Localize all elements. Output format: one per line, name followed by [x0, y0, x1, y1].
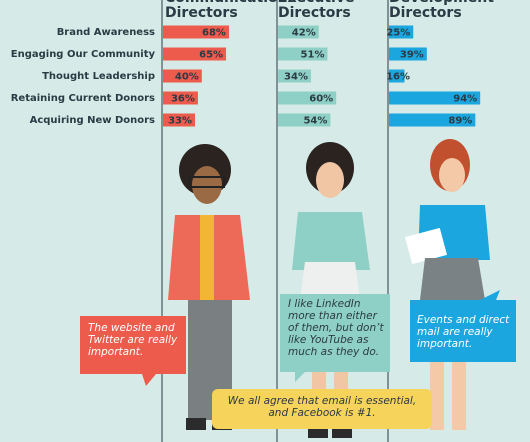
- illustration: [80, 139, 516, 438]
- bar: [278, 25, 319, 39]
- category-label: Acquiring New Donors: [30, 115, 155, 126]
- column-title: Executive Directors: [278, 0, 354, 21]
- category-label: Thought Leadership: [42, 71, 155, 82]
- bar: [389, 69, 405, 83]
- value-label: 89%: [448, 116, 472, 127]
- category-label: Brand Awareness: [57, 27, 155, 38]
- value-label: 68%: [202, 28, 226, 39]
- value-label: 39%: [400, 50, 424, 61]
- value-label: 42%: [292, 28, 316, 39]
- bar: [163, 69, 202, 83]
- bar: [278, 69, 311, 83]
- column-title: Development Directors: [389, 0, 494, 21]
- value-label: 60%: [309, 94, 333, 105]
- bar: [163, 91, 198, 105]
- speech-bubble: The website and Twitter are really impor…: [88, 322, 178, 358]
- bar: [278, 91, 337, 105]
- column-title: Communications Directors: [165, 0, 296, 21]
- value-label: 36%: [171, 94, 195, 105]
- bar: [278, 113, 331, 127]
- bar: [163, 47, 227, 61]
- bar: [278, 47, 328, 61]
- bar: [163, 113, 196, 127]
- bar: [389, 47, 427, 61]
- speech-bubble: I like LinkedIn more than either of them…: [288, 298, 384, 358]
- category-label: Retaining Current Donors: [11, 93, 155, 104]
- bar: [389, 25, 414, 39]
- value-label: 94%: [453, 94, 477, 105]
- bar: [389, 113, 476, 127]
- value-label: 54%: [303, 116, 327, 127]
- value-label: 65%: [199, 50, 223, 61]
- value-label: 34%: [284, 72, 308, 83]
- value-label: 40%: [175, 72, 199, 83]
- bar: [389, 91, 481, 105]
- category-label: Engaging Our Community: [11, 49, 156, 60]
- speech-bubble: Events and direct mail are really import…: [417, 314, 510, 350]
- bar: [163, 25, 229, 39]
- value-label: 25%: [386, 28, 410, 39]
- value-label: 16%: [386, 72, 410, 83]
- value-label: 51%: [301, 50, 325, 61]
- speech-bubble: We all agree that email is essential, an…: [227, 395, 417, 419]
- value-label: 33%: [168, 116, 192, 127]
